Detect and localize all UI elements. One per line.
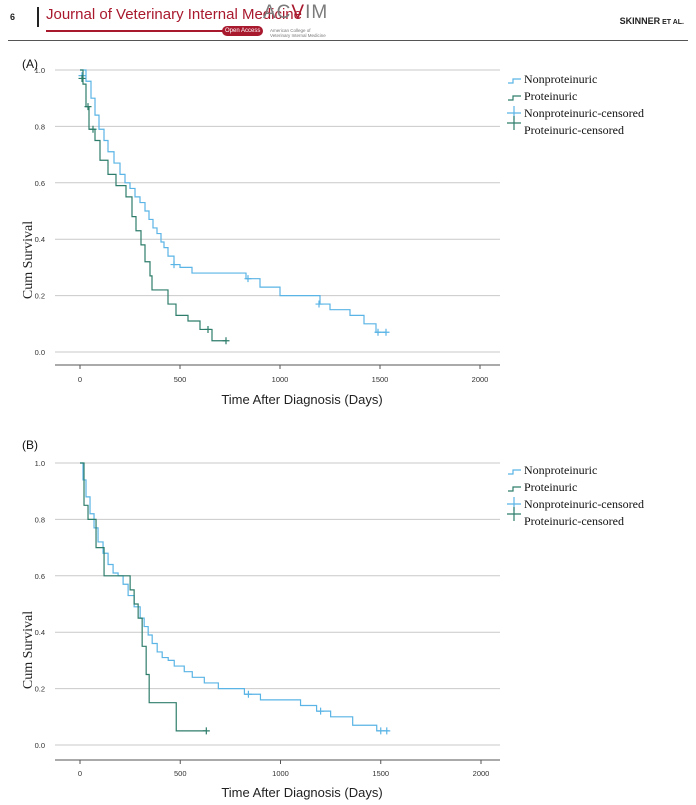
x-tick-label: 2000 [472, 375, 489, 384]
y-tick-label: 0.4 [35, 235, 45, 244]
survival-curve-nonproteinuric [80, 69, 386, 333]
grid-a [55, 69, 500, 353]
x-tick-label: 1500 [372, 375, 389, 384]
x-tick-label: 1500 [372, 769, 389, 778]
x-tick-label: 500 [174, 375, 187, 384]
censor-mark-nonproteinuric [244, 275, 252, 283]
survival-curve-nonproteinuric [80, 462, 389, 732]
x-axis-label-b: Time After Diagnosis (Days) [221, 785, 382, 800]
logo-subtitle-2: Veterinary Internal Medicine [270, 33, 326, 38]
header-divider [37, 7, 39, 27]
survival-chart-a: (A) 0.0 0.2 0.4 0.6 0.8 1.0 0 500 1000 1500 2000 N… [21, 57, 644, 407]
series-b [80, 462, 391, 735]
censor-mark-nonproteinuric [170, 261, 178, 269]
legend-a: Nonproteinuric Proteinuric Nonproteinuri… [507, 72, 644, 137]
header-rule [8, 40, 688, 41]
y-tick-label: 0.2 [35, 292, 45, 301]
y-axis-label-b: Cum Survival [21, 611, 36, 689]
censor-mark-proteinuric [204, 325, 212, 333]
y-tick-label: 0.4 [35, 628, 45, 637]
legend-proteinuric: Proteinuric [524, 480, 577, 494]
y-axis-label-a: Cum Survival [21, 221, 36, 299]
author-suffix: ET AL. [660, 19, 684, 26]
legend-proteinuric-censored-swatch [507, 116, 521, 130]
journal-title[interactable]: Journal of Veterinary Internal Medicine [46, 6, 302, 23]
censor-mark-nonproteinuric [315, 300, 323, 308]
censor-mark-proteinuric [222, 337, 230, 345]
axes-a: 0.0 0.2 0.4 0.6 0.8 1.0 0 500 1000 1500 2000 [35, 66, 500, 384]
survival-curve-proteinuric [80, 462, 207, 732]
legend-nonproteinuric-censored: Nonproteinuric-censored [524, 497, 644, 511]
censor-mark-proteinuric [78, 74, 86, 82]
x-tick-label: 500 [174, 769, 187, 778]
grid-b [55, 462, 500, 746]
y-tick-label: 0.8 [35, 122, 45, 131]
legend-proteinuric: Proteinuric [524, 89, 577, 103]
survival-chart-b: (B) 0.0 0.2 0.4 0.6 0.8 1.0 0 500 1000 1500 2000 N… [21, 438, 644, 800]
x-axis-label-a: Time After Diagnosis (Days) [221, 392, 382, 407]
running-authors: SKINNER ET AL. [620, 16, 684, 26]
legend-proteinuric-censored: Proteinuric-censored [524, 514, 624, 528]
axes-b: 0.0 0.2 0.4 0.6 0.8 1.0 0 500 1000 1500 2000 [35, 459, 500, 778]
censor-mark-nonproteinuric [317, 707, 325, 715]
series-a [78, 69, 390, 345]
legend-b: Nonproteinuric Proteinuric Nonproteinuri… [507, 463, 644, 528]
censor-mark-proteinuric [84, 103, 92, 111]
censor-mark-nonproteinuric [377, 727, 385, 735]
legend-proteinuric-censored: Proteinuric-censored [524, 123, 624, 137]
logo-subtitle-1: American College of [270, 28, 311, 33]
censor-mark-nonproteinuric [374, 328, 382, 336]
x-tick-label: 0 [78, 375, 82, 384]
legend-nonproteinuric-censored: Nonproteinuric-censored [524, 106, 644, 120]
panel-label-b: (B) [22, 438, 38, 452]
legend-proteinuric-censored-swatch [507, 507, 521, 521]
legend-nonproteinuric-swatch [508, 78, 521, 84]
censor-mark-nonproteinuric [382, 328, 390, 336]
author-main: SKINNER [619, 16, 661, 26]
y-tick-label: 0.2 [35, 685, 45, 694]
legend-nonproteinuric-swatch [508, 469, 521, 475]
logo-subtitle: American College of Veterinary Internal M… [270, 28, 326, 38]
legend-nonproteinuric: Nonproteinuric [524, 463, 597, 477]
legend-proteinuric-swatch [508, 486, 521, 492]
journal-title-underline [46, 30, 256, 32]
censor-mark-proteinuric [89, 125, 97, 133]
y-tick-label: 0.0 [35, 348, 45, 357]
survival-curve-proteinuric [80, 69, 226, 342]
page-number: 6 [10, 12, 16, 22]
y-tick-label: 0.6 [35, 179, 45, 188]
x-tick-label: 2000 [473, 769, 490, 778]
censor-mark-nonproteinuric [244, 690, 252, 698]
x-tick-label: 1000 [272, 375, 289, 384]
legend-proteinuric-swatch [508, 95, 521, 101]
censor-mark-nonproteinuric [383, 727, 391, 735]
page-header: 6 Journal of Veterinary Internal Medicin… [0, 0, 696, 41]
open-access-badge: Open Access [222, 26, 264, 36]
y-tick-label: 0.8 [35, 515, 45, 524]
acvim-logo: ACVIM [263, 2, 328, 24]
x-tick-label: 0 [78, 769, 82, 778]
logo-text-b: IM [305, 2, 329, 23]
censor-mark-proteinuric [202, 727, 210, 735]
y-tick-label: 0.0 [35, 741, 45, 750]
y-tick-label: 0.6 [35, 572, 45, 581]
legend-nonproteinuric: Nonproteinuric [524, 72, 597, 86]
y-tick-label: 1.0 [35, 459, 45, 468]
y-tick-label: 1.0 [35, 66, 45, 75]
x-tick-label: 1000 [272, 769, 289, 778]
logo-text-v: V [291, 2, 306, 23]
logo-text-a: AC [263, 2, 292, 23]
panel-label-a: (A) [22, 57, 38, 71]
